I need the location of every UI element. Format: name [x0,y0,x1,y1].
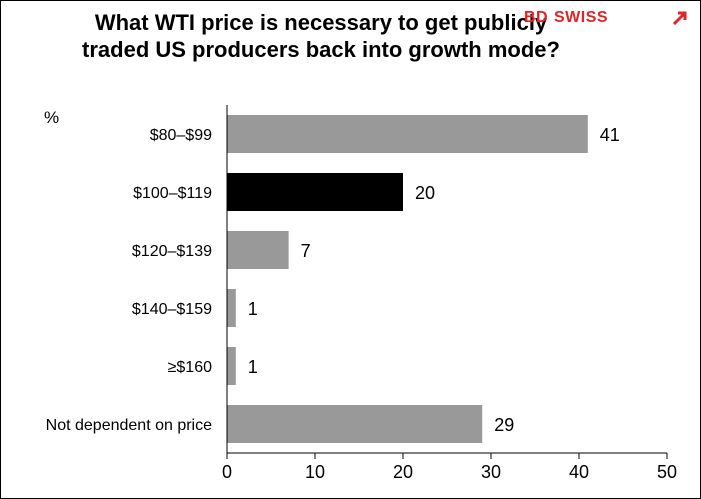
bar [227,115,588,153]
x-tick-label: 20 [393,462,413,482]
category-label: $80–$99 [150,127,212,144]
category-label: $140–$159 [132,301,212,318]
unit-label: % [44,108,60,127]
bars-group: $80–$99 41 $100–$119 20 $120–$139 7 $140–$159 1… [46,115,620,443]
x-axis: 0 10 20 30 40 50 [222,105,677,482]
data-label: 7 [301,241,311,261]
data-label: 41 [600,125,620,145]
x-tick-label: 10 [305,462,325,482]
x-tick-label: 50 [657,462,677,482]
bar [227,231,289,269]
data-label: 29 [494,415,514,435]
logo-text-swiss: SWISS [554,9,609,26]
data-label: 1 [248,357,258,377]
category-label: $120–$139 [132,243,212,260]
category-label: Not dependent on price [46,417,212,434]
bar [227,347,236,385]
chart-title: What WTI price is necessary to get publi… [82,10,560,62]
x-tick-label: 40 [569,462,589,482]
bar [227,173,403,211]
data-label: 20 [415,183,435,203]
logo-arrow-icon [672,11,687,26]
data-label: 1 [248,299,258,319]
bdswiss-logo: BD SWISS [524,9,694,31]
bar [227,289,236,327]
bar [227,405,483,443]
logo-text-bd: BD [524,9,549,26]
category-label: $100–$119 [133,185,212,202]
x-tick-label: 0 [222,462,232,482]
category-label: ≥$160 [168,359,212,376]
x-tick-label: 30 [481,462,501,482]
